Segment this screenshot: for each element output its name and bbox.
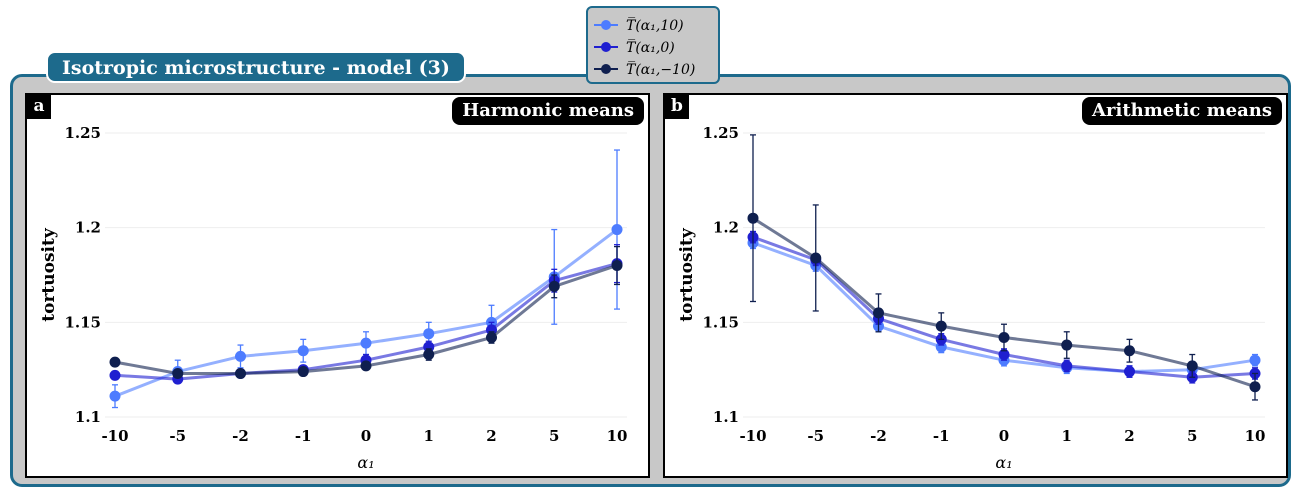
x-tick-label: 0 xyxy=(999,427,1009,445)
chart-title: Harmonic means xyxy=(452,97,644,125)
data-point xyxy=(1249,381,1261,393)
data-point xyxy=(1061,339,1073,351)
y-axis-label: tortuosity xyxy=(677,227,697,322)
data-point xyxy=(873,307,884,319)
y-tick-label: 1.1 xyxy=(713,408,739,426)
panel-letter: a xyxy=(27,95,51,119)
chart-harmonic-means: 1.11.151.21.25-10 -5 -2 -1 0 1 2 5 10α₁tortuosit… xyxy=(39,124,628,472)
legend-label: T̅(α₁,10) xyxy=(626,15,684,34)
legend-graphic: T̅(α₁,10) T̅(α₁,0) T̅(α₁,−10) xyxy=(594,15,695,78)
y-tick-label: 1.2 xyxy=(75,219,101,237)
data-point xyxy=(109,369,121,381)
x-tick-label: 10 xyxy=(607,427,628,445)
y-axis-label: tortuosity xyxy=(39,227,59,322)
x-tick-label: -1 xyxy=(295,427,312,445)
x-tick-label: 5 xyxy=(549,427,559,445)
x-tick-label: 2 xyxy=(1124,427,1134,445)
legend-label: T̅(α₁,−10) xyxy=(626,59,695,78)
data-point xyxy=(1186,360,1198,372)
x-tick-label: -1 xyxy=(933,427,950,445)
x-tick-label: -5 xyxy=(169,427,186,445)
panel-harmonic-means: 1.1 1.15 1.2 1.25 -10 -5 -2 -1 0 1 2 5 10 α₁ tortuosit… xyxy=(25,93,650,478)
data-point xyxy=(1061,360,1073,372)
data-point xyxy=(486,331,497,343)
legend-label: T̅(α₁,0) xyxy=(626,37,675,56)
data-point xyxy=(235,367,246,379)
data-point xyxy=(998,331,1010,343)
chart-title: Arithmetic means xyxy=(1082,97,1282,125)
data-point xyxy=(297,366,309,378)
data-point xyxy=(109,356,121,368)
y-tick-label: 1.1 xyxy=(75,408,101,426)
data-point xyxy=(360,360,372,372)
data-point xyxy=(486,324,497,336)
data-point xyxy=(611,260,623,272)
x-tick-label: 10 xyxy=(1245,427,1266,445)
x-tick-label: 2 xyxy=(486,427,496,445)
data-point xyxy=(1249,354,1261,366)
x-tick-label: 5 xyxy=(1187,427,1197,445)
legend-marker xyxy=(601,42,611,52)
x-tick-label: 1 xyxy=(424,427,434,445)
data-point xyxy=(935,320,947,332)
data-point xyxy=(611,224,623,236)
data-point xyxy=(548,280,560,292)
y-tick-label: 1.25 xyxy=(702,124,739,142)
data-point xyxy=(172,367,184,379)
data-point xyxy=(297,345,309,357)
legend-marker xyxy=(601,20,611,30)
data-point xyxy=(1124,345,1135,357)
x-tick-label: -5 xyxy=(807,427,824,445)
x-tick-label: 1 xyxy=(1062,427,1072,445)
data-point xyxy=(423,341,435,353)
x-tick-label: -2 xyxy=(232,427,249,445)
panel-arithmetic-means: 1.1 1.15 1.2 1.25 -10 -5 -2 -1 0 1 2 5 10 α₁ tortuosit… xyxy=(663,93,1288,478)
data-point xyxy=(109,390,121,402)
y-tick-label: 1.15 xyxy=(702,313,739,331)
data-point xyxy=(1124,366,1135,378)
x-tick-label: 0 xyxy=(361,427,371,445)
y-tick-label: 1.2 xyxy=(713,219,739,237)
x-tick-label: -2 xyxy=(870,427,887,445)
x-tick-label: -10 xyxy=(101,427,128,445)
data-point xyxy=(423,349,435,361)
data-point xyxy=(935,341,947,353)
y-tick-label: 1.15 xyxy=(64,313,101,331)
data-point xyxy=(360,337,372,349)
chart-arithmetic-means: 1.11.151.21.25-10 -5 -2 -1 0 1 2 5 10α₁tortuosit… xyxy=(677,124,1266,472)
data-point xyxy=(747,212,759,224)
x-tick-label: -10 xyxy=(739,427,766,445)
y-tick-label: 1.25 xyxy=(64,124,101,142)
legend-marker xyxy=(601,64,611,74)
figure-title: Isotropic microstructure - model (3) xyxy=(46,51,466,83)
data-point xyxy=(235,350,246,362)
legend: T̅(α₁,10) T̅(α₁,0) T̅(α₁,−10) xyxy=(586,6,720,84)
x-axis-label: α₁ xyxy=(357,453,374,472)
data-point xyxy=(810,252,822,264)
panel-letter: b xyxy=(665,95,689,119)
data-point xyxy=(998,349,1010,361)
data-point xyxy=(423,328,435,340)
x-axis-label: α₁ xyxy=(995,453,1012,472)
